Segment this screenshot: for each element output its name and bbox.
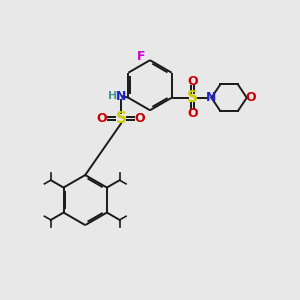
Text: O: O	[135, 112, 146, 125]
Text: S: S	[187, 90, 198, 105]
Text: H: H	[107, 91, 117, 101]
Text: O: O	[245, 91, 256, 104]
Text: N: N	[116, 90, 126, 103]
Text: F: F	[137, 50, 146, 63]
Text: N: N	[206, 91, 217, 104]
Text: O: O	[97, 112, 107, 125]
Text: O: O	[187, 107, 198, 120]
Text: O: O	[187, 75, 198, 88]
Text: S: S	[116, 111, 127, 126]
